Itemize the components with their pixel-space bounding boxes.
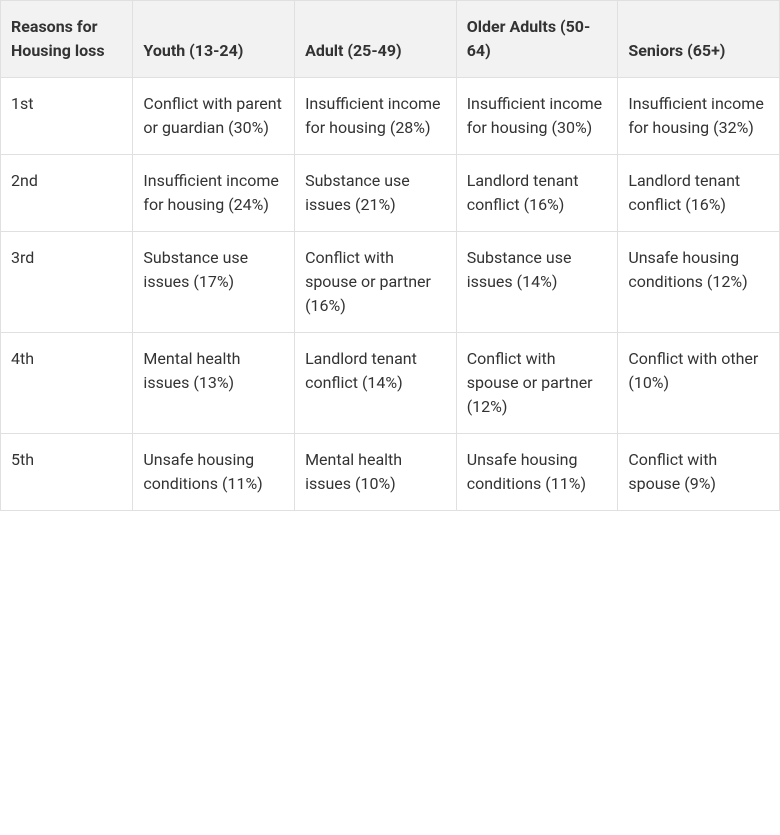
table-row: 4th Mental health issues (13%) Landlord … (1, 333, 780, 434)
cell-rank: 3rd (1, 232, 133, 333)
cell-seniors: Unsafe housing conditions (12%) (618, 232, 780, 333)
cell-seniors: Landlord tenant conflict (16%) (618, 155, 780, 232)
table-row: 2nd Insufficient income for housing (24%… (1, 155, 780, 232)
table-row: 5th Unsafe housing conditions (11%) Ment… (1, 434, 780, 511)
housing-loss-table: Reasons for Housing loss Youth (13-24) A… (0, 0, 780, 511)
cell-youth: Substance use issues (17%) (133, 232, 295, 333)
cell-older: Landlord tenant conflict (16%) (456, 155, 618, 232)
cell-older: Unsafe housing conditions (11%) (456, 434, 618, 511)
cell-older: Insufficient income for housing (30%) (456, 78, 618, 155)
cell-seniors: Conflict with other (10%) (618, 333, 780, 434)
column-header-reasons: Reasons for Housing loss (1, 1, 133, 78)
column-header-youth: Youth (13-24) (133, 1, 295, 78)
cell-rank: 2nd (1, 155, 133, 232)
cell-adult: Insufficient income for housing (28%) (295, 78, 457, 155)
table-row: 3rd Substance use issues (17%) Conflict … (1, 232, 780, 333)
cell-youth: Unsafe housing conditions (11%) (133, 434, 295, 511)
table-header-row: Reasons for Housing loss Youth (13-24) A… (1, 1, 780, 78)
column-header-older: Older Adults (50-64) (456, 1, 618, 78)
cell-youth: Mental health issues (13%) (133, 333, 295, 434)
table-header: Reasons for Housing loss Youth (13-24) A… (1, 1, 780, 78)
column-header-adult: Adult (25-49) (295, 1, 457, 78)
cell-older: Conflict with spouse or partner (12%) (456, 333, 618, 434)
column-header-seniors: Seniors (65+) (618, 1, 780, 78)
cell-adult: Conflict with spouse or partner (16%) (295, 232, 457, 333)
cell-seniors: Conflict with spouse (9%) (618, 434, 780, 511)
table-row: 1st Conflict with parent or guardian (30… (1, 78, 780, 155)
cell-rank: 4th (1, 333, 133, 434)
cell-seniors: Insufficient income for housing (32%) (618, 78, 780, 155)
cell-rank: 1st (1, 78, 133, 155)
cell-youth: Insufficient income for housing (24%) (133, 155, 295, 232)
table-body: 1st Conflict with parent or guardian (30… (1, 78, 780, 511)
cell-adult: Substance use issues (21%) (295, 155, 457, 232)
cell-older: Substance use issues (14%) (456, 232, 618, 333)
cell-adult: Landlord tenant conflict (14%) (295, 333, 457, 434)
cell-rank: 5th (1, 434, 133, 511)
cell-adult: Mental health issues (10%) (295, 434, 457, 511)
cell-youth: Conflict with parent or guardian (30%) (133, 78, 295, 155)
